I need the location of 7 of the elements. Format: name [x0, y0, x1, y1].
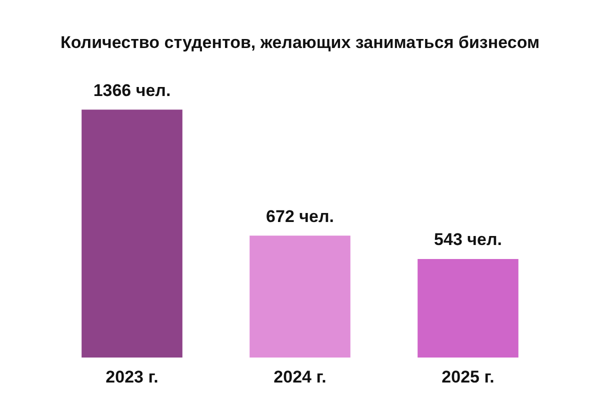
data-label: 543 чел.: [434, 230, 502, 250]
data-label: 1366 чел.: [93, 80, 171, 100]
chart-title: Количество студентов, желающих заниматься бизнесом: [60, 32, 540, 52]
data-label: 672 чел.: [266, 206, 334, 226]
x-tick-label: 2024 г.: [274, 367, 326, 386]
x-tick-label: 2023 г.: [106, 367, 158, 386]
x-tick-label: 2025 г.: [442, 367, 494, 386]
